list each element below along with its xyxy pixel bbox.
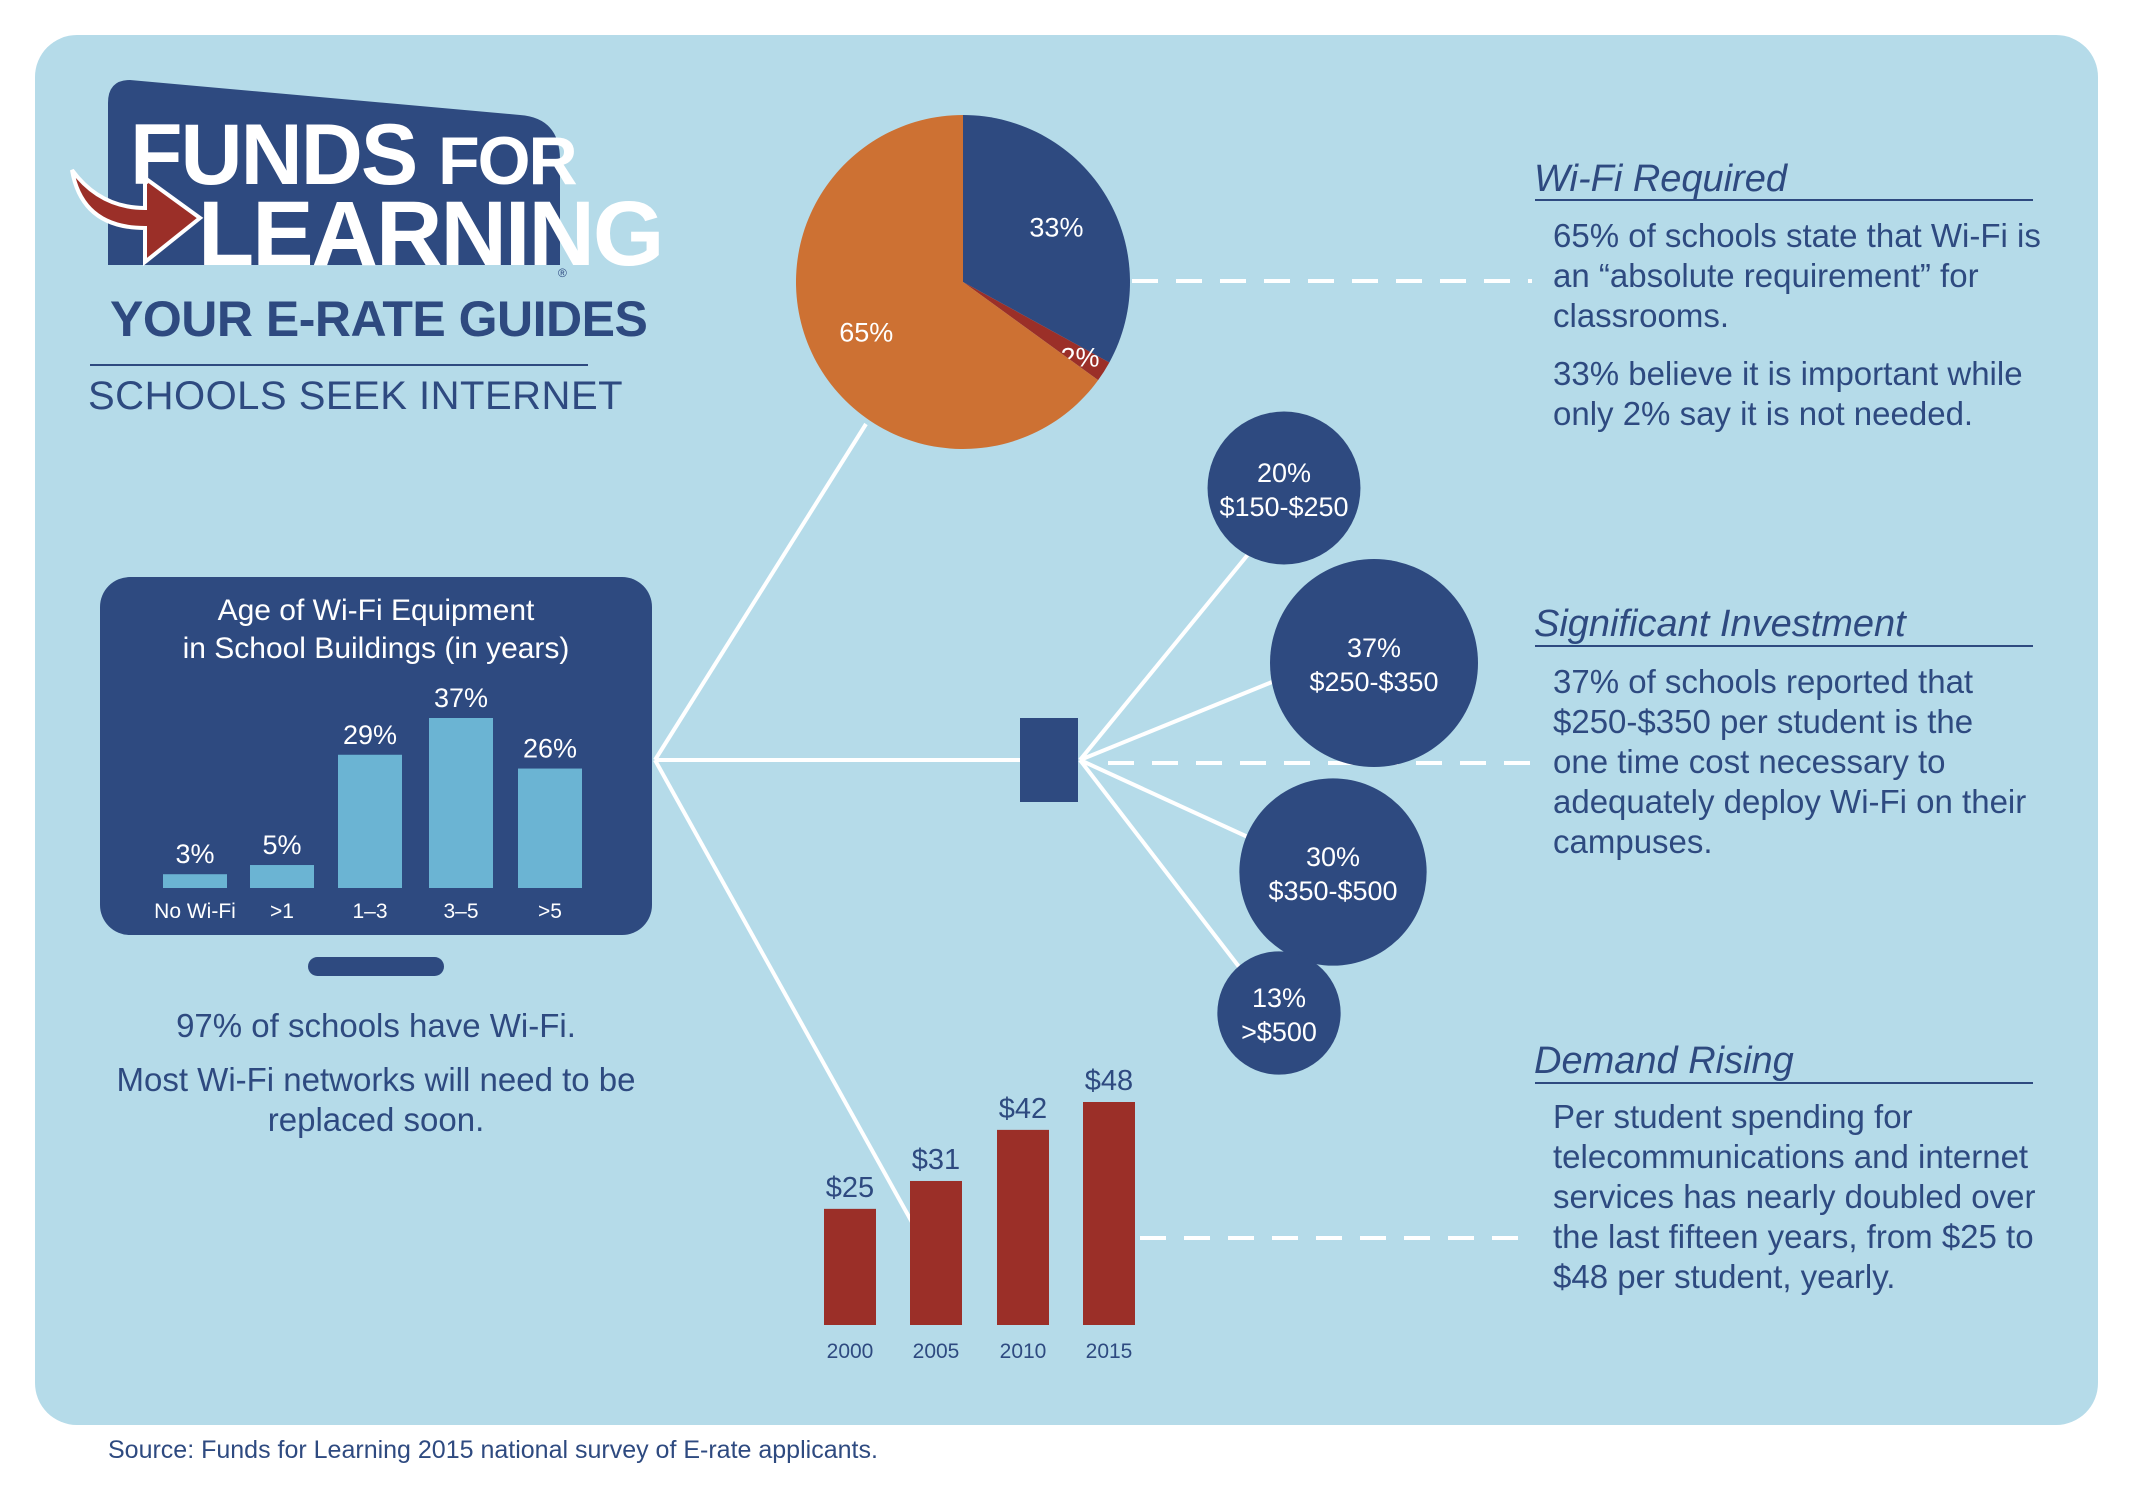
- spend-bar-value-2: $42: [999, 1093, 1047, 1125]
- section-title-demand-rising: Demand Rising: [1534, 1040, 1794, 1082]
- age-bar-value-2: 29%: [343, 720, 397, 750]
- source-note: Source: Funds for Learning 2015 national…: [108, 1436, 878, 1464]
- age-bar-4: [518, 768, 582, 888]
- bubble-range-0: $150-$250: [1219, 492, 1348, 522]
- investment-bubbles: 20% $150-$250 37% $250-$350 30% $350-$500 13% >…: [1207, 411, 1478, 1075]
- spend-bar-year-3: 2015: [1086, 1340, 1133, 1363]
- age-bar-value-3: 37%: [434, 683, 488, 713]
- spend-bar-value-1: $31: [912, 1144, 960, 1176]
- age-bar-category-3: 3–5: [443, 900, 478, 923]
- spend-bar-value-3: $48: [1085, 1065, 1133, 1097]
- pie-slice-1: [963, 282, 1110, 381]
- wifi-required-paragraph-2: 33% believe it is important while only 2…: [1553, 355, 2023, 432]
- age-chart-title: Age of Wi-Fi Equipment in School Buildin…: [100, 592, 652, 668]
- logo-tagline: YOUR E-RATE GUIDES: [110, 291, 648, 347]
- pie-slice-2: [796, 115, 1099, 450]
- logo-banner: [108, 80, 560, 265]
- page-title: SCHOOLS SEEK INTERNET: [88, 374, 624, 418]
- age-bar-value-0: 3%: [175, 839, 214, 869]
- age-chart-title-line-2: in School Buildings (in years): [182, 632, 570, 665]
- monitor-caption-line-1: 97% of schools have Wi-Fi.: [176, 1007, 576, 1044]
- monitor-caption-line-2: Most Wi-Fi networks will need to be repl…: [116, 1061, 636, 1138]
- section-title-wifi-required: Wi-Fi Required: [1534, 158, 1788, 200]
- monitor-stand: [308, 957, 444, 976]
- section-body-demand-rising: Per student spending for telecommunicati…: [1553, 1097, 2043, 1315]
- pie-label-0: 33%: [1029, 213, 1083, 243]
- age-bar-category-2: 1–3: [352, 900, 387, 923]
- bubble-percent-1: 37%: [1347, 633, 1401, 663]
- age-bar-2: [338, 754, 402, 888]
- spending-bar-chart: $25 2000 $31 2005 $42 2010 $48 2015: [824, 1065, 1135, 1363]
- bubble-0: [1207, 411, 1361, 565]
- age-bar-3: [429, 718, 493, 888]
- demand-rising-paragraph: Per student spending for telecommunicati…: [1553, 1098, 2036, 1295]
- spend-bar-0: [824, 1208, 876, 1325]
- age-bar-category-1: >1: [270, 900, 294, 923]
- spend-bar-value-0: $25: [826, 1172, 874, 1204]
- bubble-1: [1270, 559, 1478, 767]
- spend-bar-3: [1083, 1102, 1135, 1325]
- bubble-range-2: $350-$500: [1268, 876, 1397, 906]
- logo-word-learning: LEARNING: [198, 183, 664, 285]
- logo-funds-for: FUNDS FOR: [130, 112, 578, 199]
- spend-bar-year-0: 2000: [827, 1340, 874, 1363]
- section-body-wifi-required: 65% of schools state that Wi-Fi is an “a…: [1553, 216, 2073, 452]
- spend-bar-2: [997, 1129, 1049, 1325]
- bubble-range-1: $250-$350: [1309, 667, 1438, 697]
- bubble-range-3: >$500: [1241, 1017, 1317, 1047]
- age-bar-0: [163, 874, 227, 888]
- registered-mark: ®: [558, 266, 567, 280]
- logo-arrow-icon: [70, 168, 204, 267]
- age-bar-value-4: 26%: [523, 734, 577, 764]
- age-bar-value-1: 5%: [262, 830, 301, 860]
- investment-hub: [1020, 718, 1078, 802]
- section-title-significant-investment: Significant Investment: [1534, 603, 1906, 645]
- age-chart-title-line-1: Age of Wi-Fi Equipment: [217, 594, 535, 627]
- age-bar-category-4: >5: [538, 900, 562, 923]
- bubble-percent-0: 20%: [1257, 458, 1311, 488]
- logo-word-funds: FUNDS: [130, 107, 418, 203]
- dashed-leaders: [1108, 279, 1532, 1240]
- monitor-caption: 97% of schools have Wi-Fi. Most Wi-Fi ne…: [100, 1006, 652, 1154]
- pie-slice-0: [963, 115, 1130, 363]
- bubble-percent-2: 30%: [1306, 842, 1360, 872]
- pie-label-2: 65%: [839, 317, 893, 347]
- bubble-percent-3: 13%: [1252, 983, 1306, 1013]
- pie-chart: 33%2%65%: [796, 115, 1130, 450]
- spend-bar-year-1: 2005: [913, 1340, 960, 1363]
- logo-word-for: FOR: [438, 123, 578, 199]
- bubble-2: [1239, 778, 1427, 966]
- section-body-significant-investment: 37% of schools reported that $250-$350 p…: [1553, 662, 2033, 880]
- significant-investment-paragraph: 37% of schools reported that $250-$350 p…: [1553, 663, 2027, 860]
- bubble-3: [1217, 951, 1341, 1075]
- connector-lines: [653, 422, 1273, 1234]
- spend-bar-1: [910, 1180, 962, 1325]
- spend-bar-year-2: 2010: [1000, 1340, 1047, 1363]
- wifi-required-paragraph-1: 65% of schools state that Wi-Fi is an “a…: [1553, 217, 2041, 334]
- age-bar-category-0: No Wi-Fi: [154, 900, 236, 923]
- age-bar-1: [250, 865, 314, 888]
- age-bar-chart: 3% No Wi-Fi 5% >1 29% 1–3 37% 3–5 26% >5: [154, 683, 582, 923]
